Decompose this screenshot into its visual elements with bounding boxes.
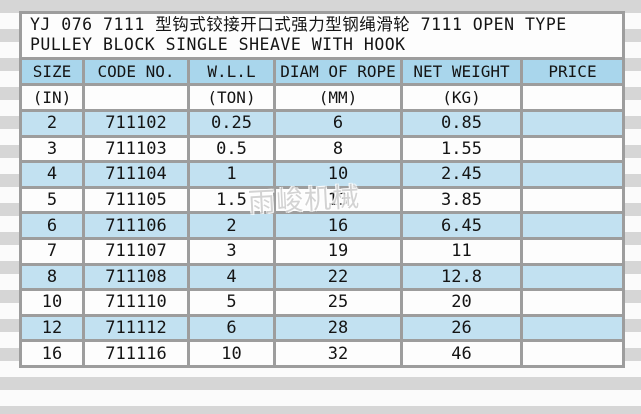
- table-cell: [520, 262, 625, 292]
- table-row: 7 711107 3 19 11: [19, 236, 625, 266]
- table-cell: 6.45: [400, 211, 523, 240]
- table-cell: 25: [273, 288, 403, 317]
- table-cell: 711103: [82, 134, 190, 164]
- pulley-spec-table: YJ 076 7111 型钩式铰接开口式强力型钢绳滑轮 7111 OPEN TY…: [19, 11, 625, 368]
- col-header-code-no: CODE NO.: [82, 57, 190, 86]
- table-cell: 8: [19, 262, 85, 292]
- units-row: (IN) (TON) (MM) (KG): [19, 83, 625, 112]
- table-cell: 6: [19, 211, 85, 240]
- table-cell: 5: [187, 288, 276, 317]
- title-row: YJ 076 7111 型钩式铰接开口式强力型钢绳滑轮 7111 OPEN TY…: [19, 11, 625, 60]
- table-cell: 16: [19, 339, 85, 368]
- table-cell: 10: [273, 160, 403, 189]
- table-cell: 3: [187, 236, 276, 266]
- table-cell: 5: [19, 185, 85, 215]
- table-cell: 3: [19, 134, 85, 164]
- table-cell: 711106: [82, 211, 190, 240]
- table-row: 3 711103 0.5 8 1.55: [19, 134, 625, 164]
- table-cell: 46: [400, 339, 523, 368]
- table-cell: [520, 160, 625, 189]
- table-cell: 4: [19, 160, 85, 189]
- col-header-price: PRICE: [520, 57, 625, 86]
- table-cell: 10: [19, 288, 85, 317]
- table-cell: 711107: [82, 236, 190, 266]
- unit-size: (IN): [19, 83, 85, 112]
- table-body: 2 711102 0.25 6 0.85 3 711103 0.5 8 1.55 4 711104 1 1…: [19, 109, 625, 368]
- table-cell: 0.5: [187, 134, 276, 164]
- table-cell: 32: [273, 339, 403, 368]
- unit-price: [520, 83, 625, 112]
- table-cell: 11: [400, 236, 523, 266]
- unit-net-weight: (KG): [400, 83, 523, 112]
- table-row: 10 711110 5 25 20: [19, 288, 625, 317]
- table-row: 5 711105 1.5 13 3.85: [19, 185, 625, 215]
- table-row: 4 711104 1 10 2.45: [19, 160, 625, 189]
- table-cell: 711108: [82, 262, 190, 292]
- table-cell: [520, 211, 625, 240]
- table-cell: 10: [187, 339, 276, 368]
- table-cell: 22: [273, 262, 403, 292]
- spec-sheet: YJ 076 7111 型钩式铰接开口式强力型钢绳滑轮 7111 OPEN TY…: [19, 11, 625, 368]
- table-cell: 711116: [82, 339, 190, 368]
- table-cell: [520, 339, 625, 368]
- table-cell: [520, 236, 625, 266]
- unit-wll: (TON): [187, 83, 276, 112]
- table-cell: 711102: [82, 109, 190, 138]
- table-cell: 26: [400, 313, 523, 343]
- table-row: 8 711108 4 22 12.8: [19, 262, 625, 292]
- table-cell: 12.8: [400, 262, 523, 292]
- table-cell: 8: [273, 134, 403, 164]
- table-cell: 0.85: [400, 109, 523, 138]
- title-line-2: PULLEY BLOCK SINGLE SHEAVE WITH HOOK: [30, 35, 406, 54]
- table-cell: 4: [187, 262, 276, 292]
- table-cell: 711110: [82, 288, 190, 317]
- table-row: 12 711112 6 28 26: [19, 313, 625, 343]
- table-cell: 2: [187, 211, 276, 240]
- table-cell: 0.25: [187, 109, 276, 138]
- unit-diam-of-rope: (MM): [273, 83, 403, 112]
- table-row: 2 711102 0.25 6 0.85: [19, 109, 625, 138]
- table-cell: 711104: [82, 160, 190, 189]
- table-cell: 16: [273, 211, 403, 240]
- column-header-row: SIZE CODE NO. W.L.L DIAM OF ROPE NET WEI…: [19, 57, 625, 86]
- table-cell: [520, 288, 625, 317]
- table-cell: 2: [19, 109, 85, 138]
- col-header-net-weight: NET WEIGHT: [400, 57, 523, 86]
- table-cell: 711105: [82, 185, 190, 215]
- table-row: 16 711116 10 32 46: [19, 339, 625, 368]
- table-cell: 28: [273, 313, 403, 343]
- table-cell: 13: [273, 185, 403, 215]
- col-header-size: SIZE: [19, 57, 85, 86]
- title-line-1: YJ 076 7111 型钩式铰接开口式强力型钢绳滑轮 7111 OPEN TY…: [30, 15, 567, 35]
- table-cell: 1.5: [187, 185, 276, 215]
- table-cell: 711112: [82, 313, 190, 343]
- table-cell: 7: [19, 236, 85, 266]
- table-cell: 6: [273, 109, 403, 138]
- table-cell: [520, 185, 625, 215]
- col-header-diam-of-rope: DIAM OF ROPE: [273, 57, 403, 86]
- table-title: YJ 076 7111 型钩式铰接开口式强力型钢绳滑轮 7111 OPEN TY…: [19, 11, 625, 60]
- table-cell: 20: [400, 288, 523, 317]
- unit-code-no: [82, 83, 190, 112]
- col-header-wll: W.L.L: [187, 57, 276, 86]
- table-cell: 1: [187, 160, 276, 189]
- table-cell: [520, 313, 625, 343]
- table-cell: 19: [273, 236, 403, 266]
- table-row: 6 711106 2 16 6.45: [19, 211, 625, 240]
- table-cell: 2.45: [400, 160, 523, 189]
- table-cell: 3.85: [400, 185, 523, 215]
- table-cell: [520, 109, 625, 138]
- table-cell: 1.55: [400, 134, 523, 164]
- table-cell: [520, 134, 625, 164]
- table-cell: 6: [187, 313, 276, 343]
- table-cell: 12: [19, 313, 85, 343]
